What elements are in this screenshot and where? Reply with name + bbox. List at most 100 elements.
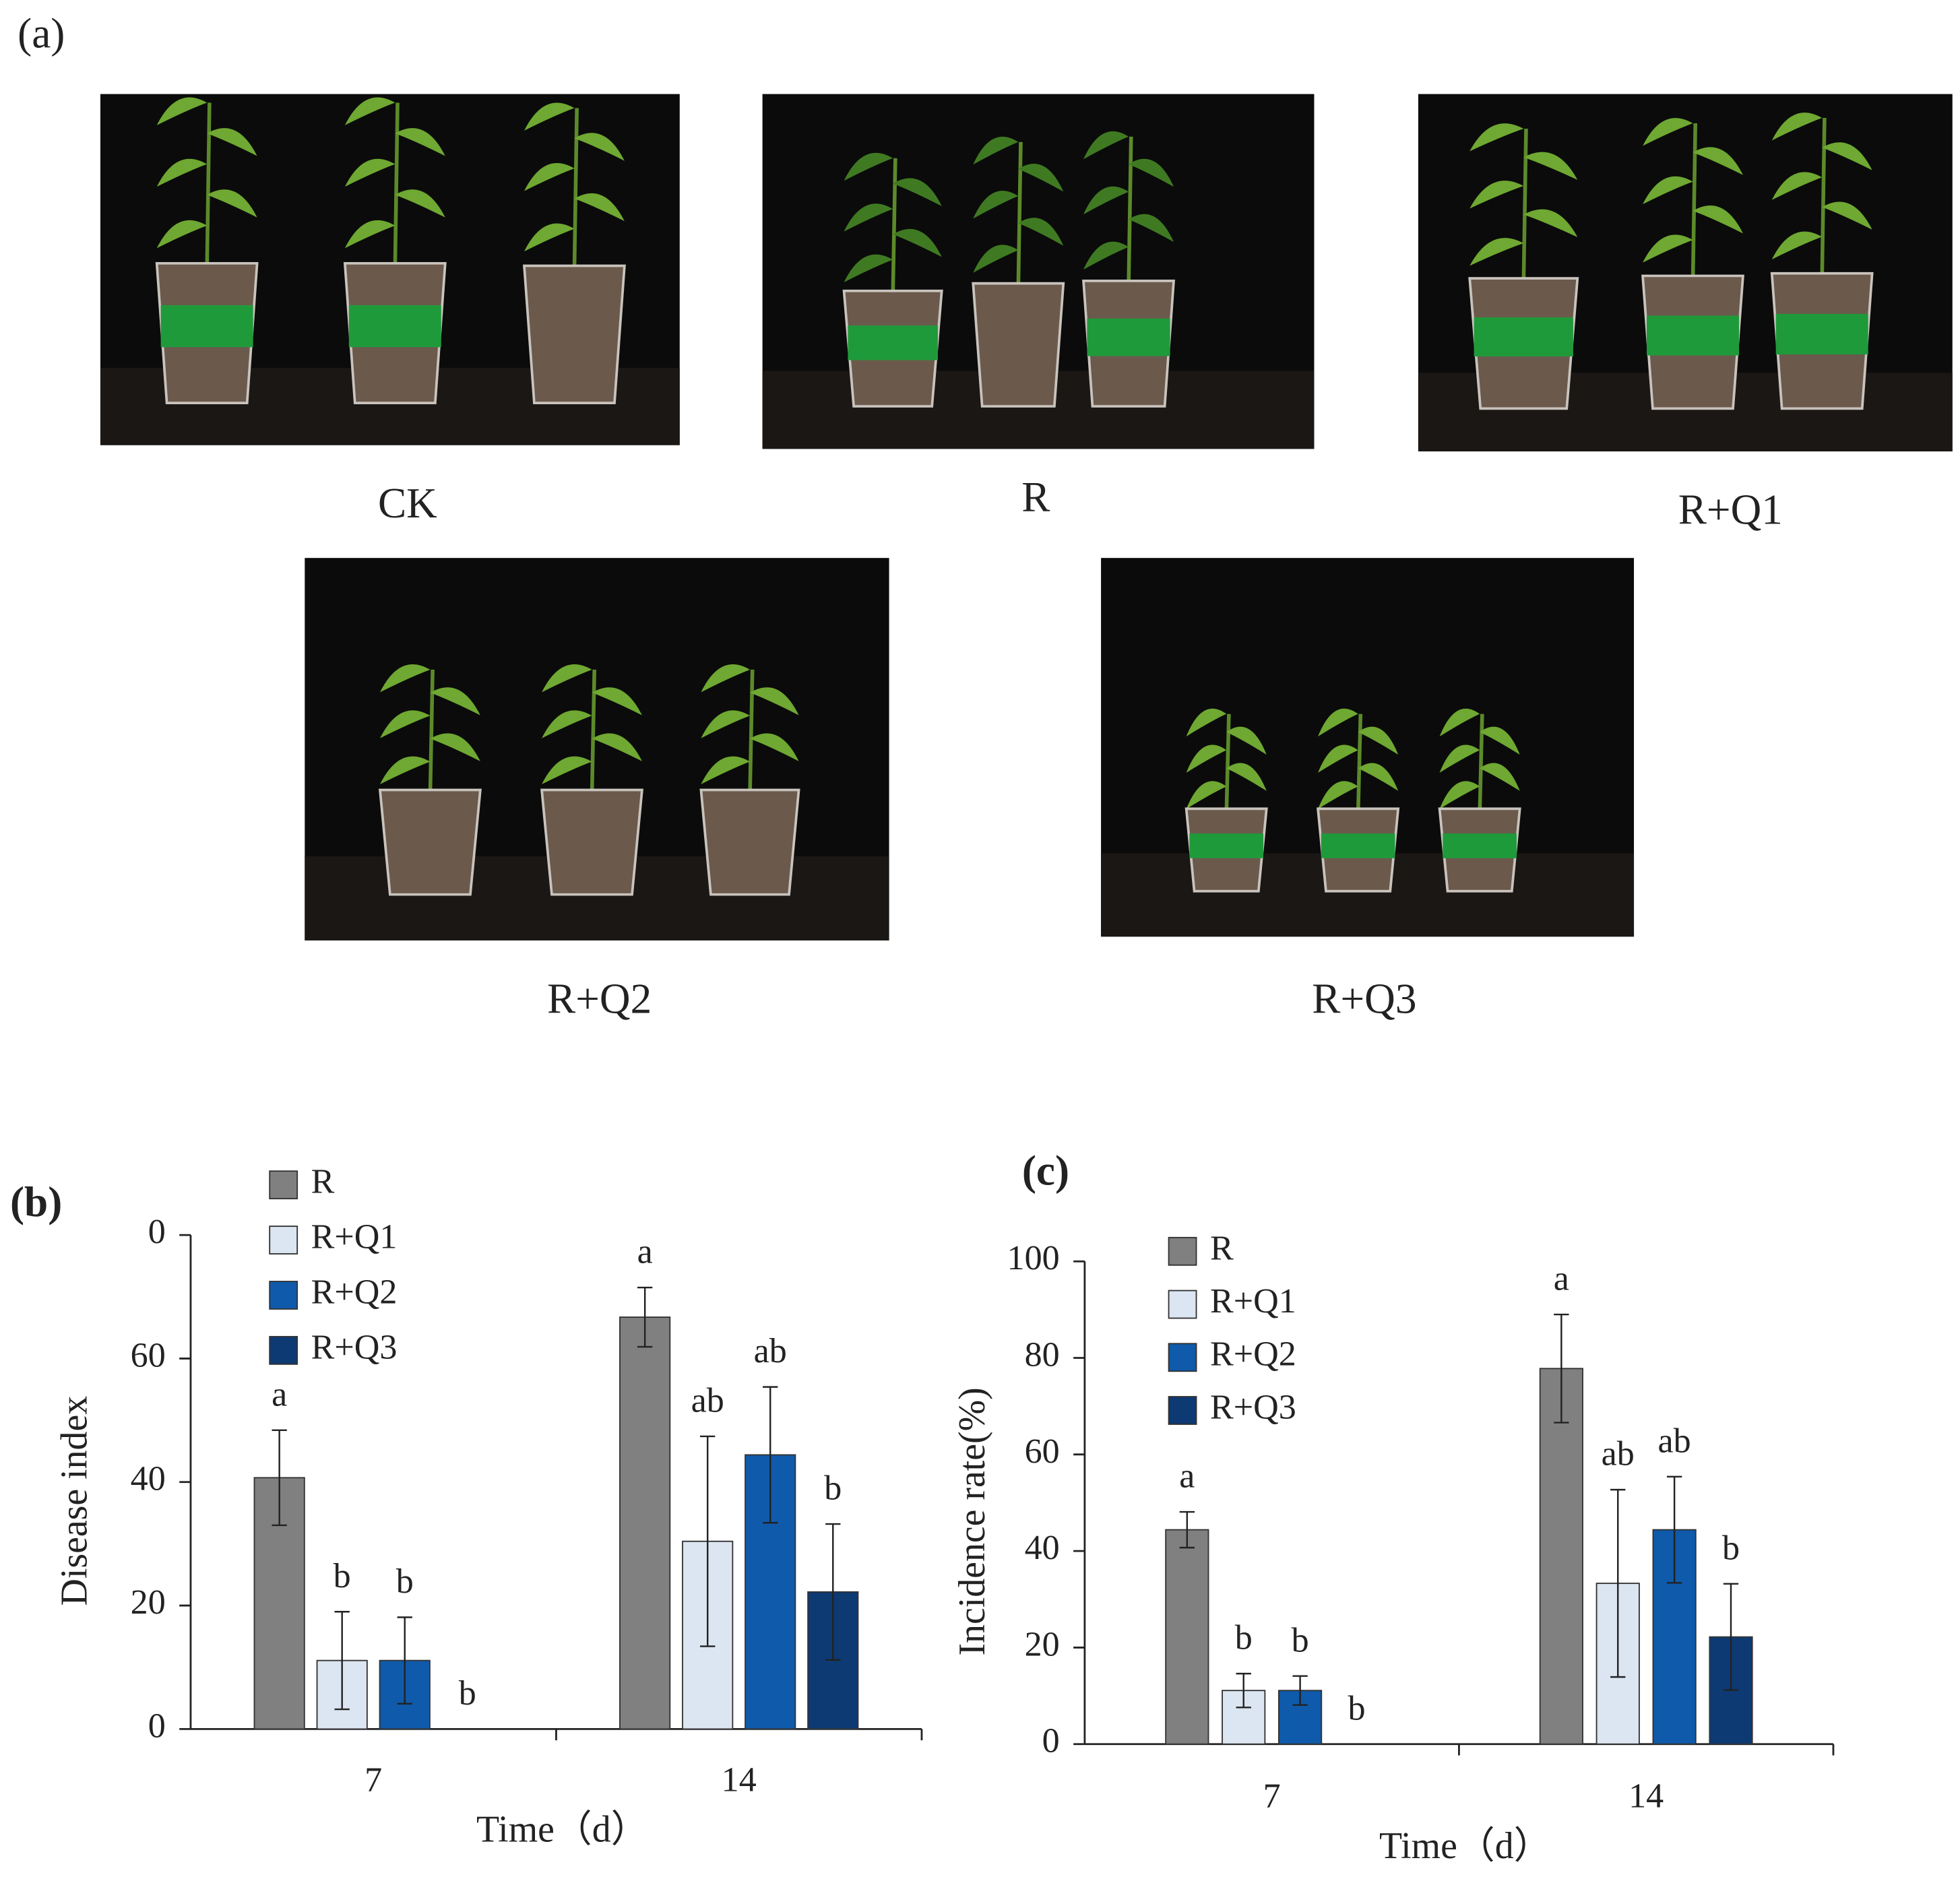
cup-band	[1775, 313, 1868, 355]
y-tick-label: 40	[131, 1460, 166, 1498]
plant-stem	[205, 102, 212, 270]
plant-leaf	[1523, 209, 1578, 237]
significance-letter: b	[1292, 1621, 1309, 1659]
significance-letter: a	[1179, 1457, 1195, 1496]
plant-leaf	[1469, 123, 1524, 152]
plant-leaf	[701, 710, 750, 738]
cup	[523, 264, 626, 405]
cup-band	[1474, 317, 1573, 357]
plant-leaf	[1643, 176, 1693, 205]
panel-label: (b)	[10, 1178, 62, 1226]
plant-leaf	[1643, 234, 1693, 263]
cup-band	[1087, 318, 1170, 356]
plant-leaf	[430, 687, 480, 715]
legend-swatch	[269, 1170, 298, 1200]
plant-leaf	[1480, 726, 1520, 755]
cup	[699, 788, 800, 896]
plant-leaf	[844, 152, 893, 181]
error-bar	[700, 1435, 716, 1647]
legend-label: R+Q3	[1210, 1388, 1296, 1426]
cup-band	[1443, 833, 1517, 858]
plant-stem	[1521, 128, 1528, 285]
plant-leaf	[701, 756, 750, 785]
legend-swatch	[269, 1335, 298, 1365]
legend-label: R+Q2	[311, 1273, 398, 1311]
plant-leaf	[1083, 131, 1129, 160]
plant-leaf	[524, 163, 575, 191]
legend-swatch	[1168, 1290, 1197, 1319]
plant-leaf	[1469, 238, 1524, 266]
y-tick-label: 40	[1025, 1529, 1060, 1567]
plant-stem	[1016, 141, 1023, 290]
plant-leaf	[1469, 181, 1524, 209]
plant-leaf	[1771, 172, 1823, 200]
plant-stem	[1820, 117, 1827, 280]
plant-stem	[572, 108, 579, 272]
plant-leaf	[893, 228, 942, 257]
x-axis-label: Time（d）	[1379, 1825, 1551, 1867]
y-tick-label: 60	[131, 1336, 166, 1374]
plant-leaf	[749, 733, 799, 761]
y-tick-label: 80	[1025, 1335, 1060, 1374]
error-bar	[825, 1523, 841, 1661]
plant-leaf	[1018, 163, 1064, 192]
significance-letter: b	[824, 1469, 842, 1508]
plant-leaf	[207, 128, 257, 156]
error-bar	[1179, 1510, 1195, 1549]
y-tick-label: 20	[1025, 1625, 1060, 1663]
y-tick-label: 0	[148, 1707, 166, 1745]
plant-stem	[393, 102, 400, 270]
plant-leaf	[344, 158, 396, 187]
cup-band	[848, 325, 938, 360]
plant-leaf	[1439, 708, 1480, 737]
plant-leaf	[1083, 241, 1129, 270]
plant-stem	[1690, 123, 1698, 282]
x-tick-label: 7	[1263, 1777, 1281, 1816]
plant-leaf	[893, 178, 942, 206]
plant-leaf	[973, 191, 1019, 219]
plant-leaf	[574, 193, 625, 222]
cup-band	[1647, 315, 1739, 356]
cup-band	[348, 305, 441, 348]
bar	[619, 1316, 671, 1730]
plant-stem	[1224, 713, 1231, 815]
legend-swatch	[269, 1281, 298, 1310]
photo-caption: R+Q3	[1312, 975, 1416, 1022]
plant-leaf	[1439, 744, 1480, 773]
cup	[378, 788, 482, 896]
legend-swatch	[1168, 1396, 1197, 1425]
plant-leaf	[1358, 726, 1399, 755]
panel-label: (a)	[18, 9, 65, 57]
plant-leaf	[592, 687, 642, 715]
plant-stem	[1356, 713, 1363, 815]
bar	[1165, 1529, 1209, 1745]
y-tick-label: 60	[1025, 1432, 1060, 1471]
significance-letter: b	[1722, 1529, 1740, 1567]
plant-leaf	[207, 189, 257, 218]
plant-leaf	[542, 664, 592, 693]
significance-letter: b	[1235, 1619, 1253, 1657]
plant-leaf	[574, 133, 625, 161]
photo-caption: R	[1021, 474, 1050, 521]
legend-swatch	[1168, 1343, 1197, 1372]
plant-leaf	[1822, 201, 1872, 230]
error-bar	[1292, 1675, 1308, 1706]
plant-leaf	[973, 136, 1019, 165]
plant-leaf	[592, 733, 642, 761]
significance-letter: ab	[1658, 1422, 1691, 1460]
cup	[972, 282, 1065, 408]
plant-leaf	[156, 158, 208, 187]
plant-leaf	[156, 97, 208, 125]
legend-label: R+Q3	[311, 1328, 398, 1366]
plant-leaf	[1186, 744, 1227, 773]
plant-leaf	[1129, 214, 1174, 243]
cup-band	[1321, 833, 1395, 858]
y-tick-label: 0	[1042, 1722, 1060, 1760]
cup	[540, 788, 643, 896]
plant-stem	[891, 158, 897, 298]
error-bar	[1236, 1672, 1251, 1709]
plant-leaf	[1480, 763, 1520, 791]
error-bar	[334, 1611, 350, 1711]
x-tick-label: 14	[1629, 1777, 1664, 1816]
